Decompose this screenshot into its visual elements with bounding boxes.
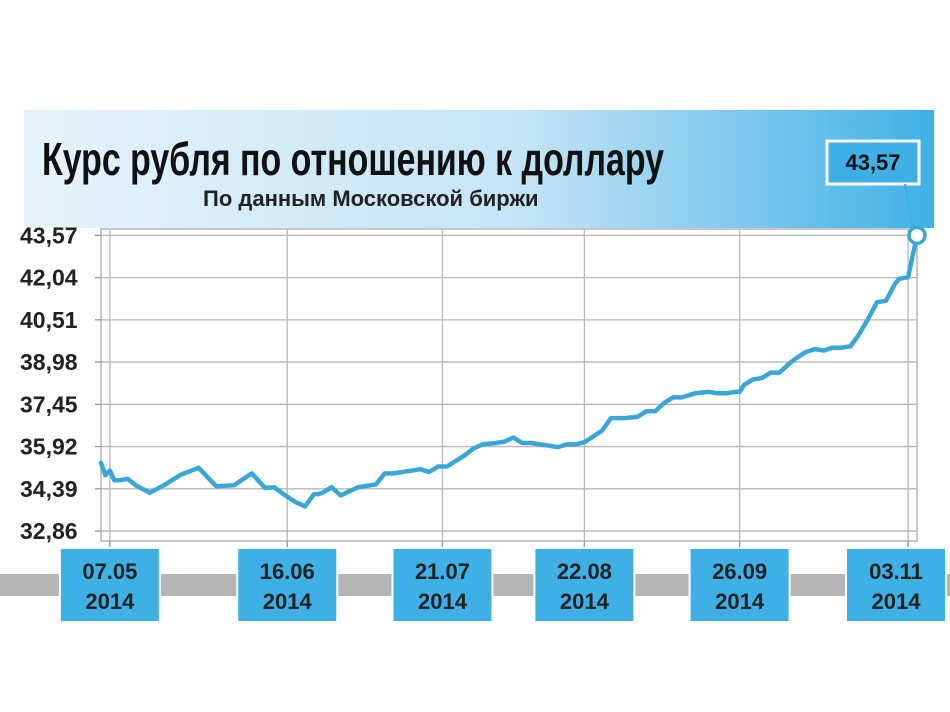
x-tick-label-year: 2014 — [872, 589, 922, 614]
x-tick-label-date: 22.08 — [557, 559, 612, 584]
x-tick-label-date: 16.06 — [260, 559, 315, 584]
chart-subtitle: По данным Московской биржи — [203, 186, 539, 211]
x-tick-label-year: 2014 — [715, 589, 765, 614]
x-tick-label-date: 07.05 — [82, 559, 137, 584]
value-callout: 43,57 — [825, 139, 921, 229]
x-tick-label-date: 03.11 — [869, 559, 923, 584]
y-tick-label: 37,45 — [20, 391, 78, 417]
callout-box — [825, 139, 921, 186]
header-band — [24, 110, 934, 228]
callout-leader — [903, 183, 915, 229]
y-tick-label: 43,57 — [20, 222, 78, 248]
callout-label: 43,57 — [845, 150, 900, 175]
y-tick-label: 40,51 — [20, 307, 78, 333]
y-axis: 43,57 42,04 40,51 38,98 37,45 35,92 34,39 32,86 — [20, 222, 101, 544]
grid — [101, 229, 917, 547]
x-tick-label-date: 26.09 — [712, 559, 767, 584]
y-tick-label: 32,86 — [20, 518, 78, 544]
end-point-marker — [907, 225, 927, 246]
x-tick-box — [391, 547, 494, 623]
x-tick-label-year: 2014 — [560, 589, 610, 614]
x-axis: 07.05 2014 16.06 2014 21.07 2014 22.08 2014 26.0… — [58, 541, 947, 623]
x-tick-box — [533, 547, 636, 623]
y-tick-label: 35,92 — [20, 434, 78, 460]
x-tick-box — [688, 547, 791, 623]
y-tick-label: 38,98 — [20, 349, 78, 375]
x-tick-label-year: 2014 — [85, 589, 135, 614]
series-line-rub-usd — [98, 233, 920, 509]
x-tick-box — [845, 547, 947, 623]
y-tick-label: 42,04 — [20, 265, 78, 291]
chart-title: Курс рубля по отношению к доллару — [42, 133, 664, 185]
x-tick-label-year: 2014 — [418, 589, 468, 614]
plot-area — [100, 228, 918, 542]
x-tick-label-year: 2014 — [263, 589, 313, 614]
x-tick-label-date: 21.07 — [415, 559, 470, 584]
x-tick-box — [236, 547, 339, 623]
y-tick-label: 34,39 — [20, 476, 78, 502]
x-tick-box — [58, 547, 161, 623]
